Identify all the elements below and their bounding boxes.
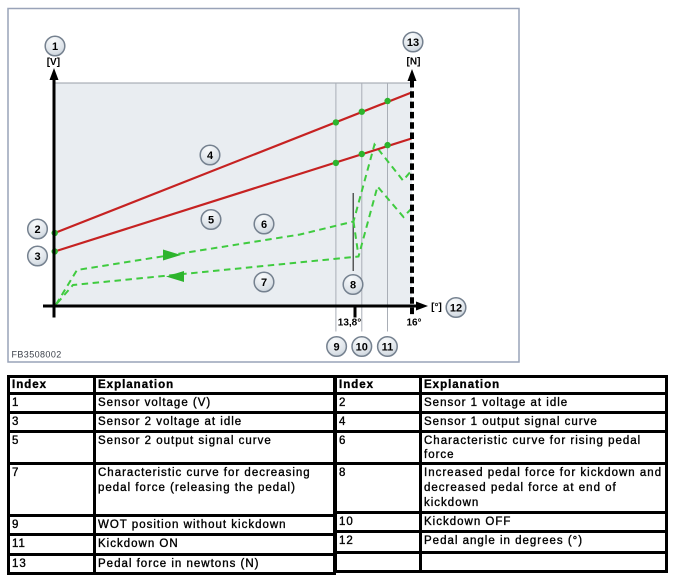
svg-text:FB3508002: FB3508002 — [12, 350, 62, 360]
svg-text:11: 11 — [382, 342, 394, 354]
svg-text:[°]: [°] — [431, 302, 442, 313]
svg-text:9: 9 — [334, 342, 340, 354]
svg-text:16°: 16° — [406, 318, 421, 329]
svg-text:10: 10 — [356, 342, 368, 354]
svg-text:4: 4 — [207, 150, 214, 162]
svg-text:8: 8 — [350, 280, 356, 292]
svg-text:2: 2 — [34, 224, 40, 236]
svg-text:[N]: [N] — [407, 57, 421, 68]
svg-text:6: 6 — [261, 219, 267, 231]
svg-text:1: 1 — [52, 41, 58, 53]
svg-text:5: 5 — [208, 215, 214, 227]
svg-text:7: 7 — [261, 277, 267, 289]
svg-text:3: 3 — [34, 251, 40, 263]
svg-text:12: 12 — [450, 303, 462, 315]
svg-text:13,8°: 13,8° — [338, 318, 361, 329]
svg-text:[V]: [V] — [47, 57, 60, 68]
svg-text:13: 13 — [407, 37, 419, 49]
